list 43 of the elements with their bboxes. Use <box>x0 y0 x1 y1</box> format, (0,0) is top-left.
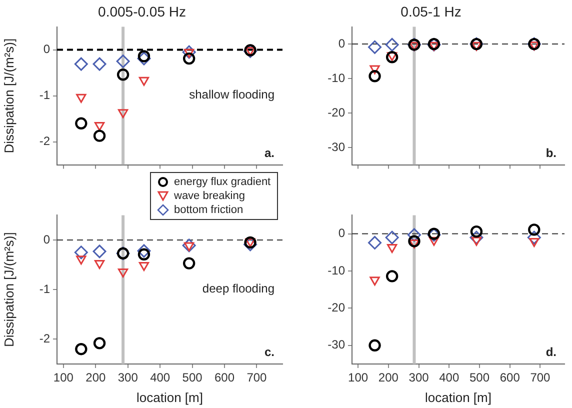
y-tick-label: -30 <box>328 338 346 352</box>
annotation: c. <box>264 345 274 359</box>
x-tick-label: 400 <box>439 370 460 385</box>
x-axis-title: location [m] <box>425 390 492 405</box>
x-tick-label: 200 <box>378 370 399 385</box>
x-tick-label: 100 <box>348 370 368 385</box>
y-tick-label: -1 <box>39 88 50 102</box>
annotation: d. <box>546 345 556 359</box>
legend-label: bottom friction <box>174 203 244 217</box>
annotation: a. <box>264 146 274 160</box>
x-tick-label: 300 <box>118 370 138 385</box>
y-tick-label: -10 <box>328 263 346 278</box>
x-tick-label: 700 <box>246 370 268 385</box>
y-axis-title: Dissipation [J/(m²s)] <box>1 232 16 348</box>
y-tick-label: -30 <box>328 140 346 154</box>
x-tick-label: 300 <box>408 370 430 385</box>
annotation: b. <box>546 146 556 160</box>
annotation: shallow flooding <box>189 88 274 102</box>
y-tick-label: -10 <box>328 70 346 85</box>
x-tick-label: 500 <box>469 370 490 385</box>
x-tick-label: 200 <box>86 370 106 385</box>
y-tick-label: -1 <box>39 282 50 296</box>
y-tick-label: 0 <box>338 36 346 50</box>
x-tick-label: 600 <box>214 370 235 385</box>
y-axis-title: Dissipation [J/(m²s)] <box>1 38 16 154</box>
x-tick-label: 600 <box>500 370 520 385</box>
y-tick-label: 0 <box>43 42 50 56</box>
y-tick-label: -2 <box>39 134 50 148</box>
x-tick-label: 500 <box>182 370 203 385</box>
y-tick-label: -20 <box>328 105 346 120</box>
legend-label: wave breaking <box>174 189 245 203</box>
x-tick-label: 100 <box>53 370 74 385</box>
y-tick-label: -2 <box>39 332 50 346</box>
y-tick-label: 0 <box>338 226 346 240</box>
x-tick-label: 700 <box>530 370 551 385</box>
y-tick-label: 0 <box>43 232 50 246</box>
chart-title: 0.005-0.05 Hz <box>98 3 186 20</box>
x-axis-title: location [m] <box>136 390 203 405</box>
legend-label: energy flux gradient <box>174 175 271 189</box>
y-tick-label: -20 <box>328 300 346 315</box>
x-tick-label: 400 <box>150 370 170 385</box>
annotation: deep flooding <box>202 282 274 296</box>
chart-title: 0.05-1 Hz <box>400 3 462 20</box>
